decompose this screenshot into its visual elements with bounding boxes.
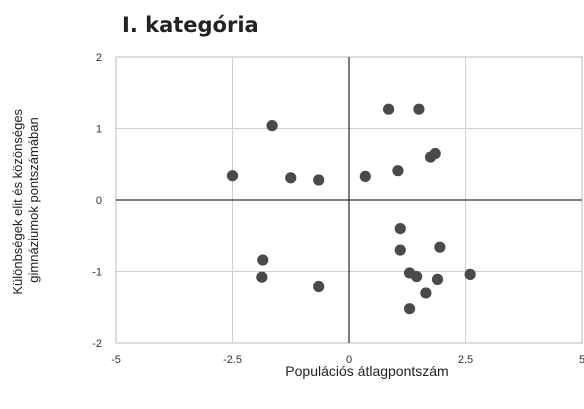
- scatter-point: [383, 103, 395, 115]
- x-axis-ticks: -5 -2.5 0 2.5 5: [111, 354, 584, 366]
- scatter-point: [420, 287, 432, 299]
- plot-area: [115, 56, 583, 344]
- y-axis-label-line-1: Különbségek elit és közönséges: [10, 108, 25, 294]
- scatter-point: [313, 280, 325, 293]
- x-tick-label: 5: [579, 354, 584, 366]
- y-axis-ticks: 2 1 0 -1 -2: [92, 52, 102, 350]
- x-tick-label: 0: [346, 354, 352, 366]
- x-tick-label: -5: [111, 354, 121, 366]
- scatter-point: [394, 244, 406, 256]
- x-tick-label: -2.5: [223, 354, 242, 366]
- chart-title: I. kategória: [122, 13, 259, 37]
- y-tick-label: 1: [96, 124, 102, 136]
- y-tick-label: 2: [96, 52, 102, 64]
- x-axis-label: Populációs átlagpontszám: [285, 363, 448, 379]
- data-points: [226, 103, 476, 315]
- scatter-point: [313, 174, 325, 186]
- y-tick-label: -1: [92, 267, 102, 279]
- scatter-point: [226, 170, 239, 182]
- scatter-point: [413, 103, 425, 115]
- scatter-point: [410, 270, 423, 283]
- scatter-point: [434, 241, 446, 253]
- scatter-point: [403, 303, 416, 315]
- scatter-point: [285, 172, 297, 184]
- scatter-point: [429, 147, 441, 160]
- scatter-point: [431, 273, 444, 285]
- scatter-point: [359, 170, 371, 183]
- y-axis-label-line-2: gimnáziumok pontszámában: [26, 117, 41, 282]
- x-tick-label: 2.5: [458, 354, 473, 366]
- scatter-point: [394, 223, 406, 235]
- y-axis-label: Különbségek elit és közönséges gimnázium…: [10, 105, 41, 294]
- scatter-point: [392, 165, 404, 177]
- scatter-point: [464, 268, 476, 280]
- scatter-point: [256, 271, 268, 283]
- scatter-point: [266, 120, 278, 132]
- y-tick-label: -2: [92, 338, 102, 350]
- y-tick-label: 0: [96, 195, 102, 207]
- scatter-point: [257, 254, 269, 266]
